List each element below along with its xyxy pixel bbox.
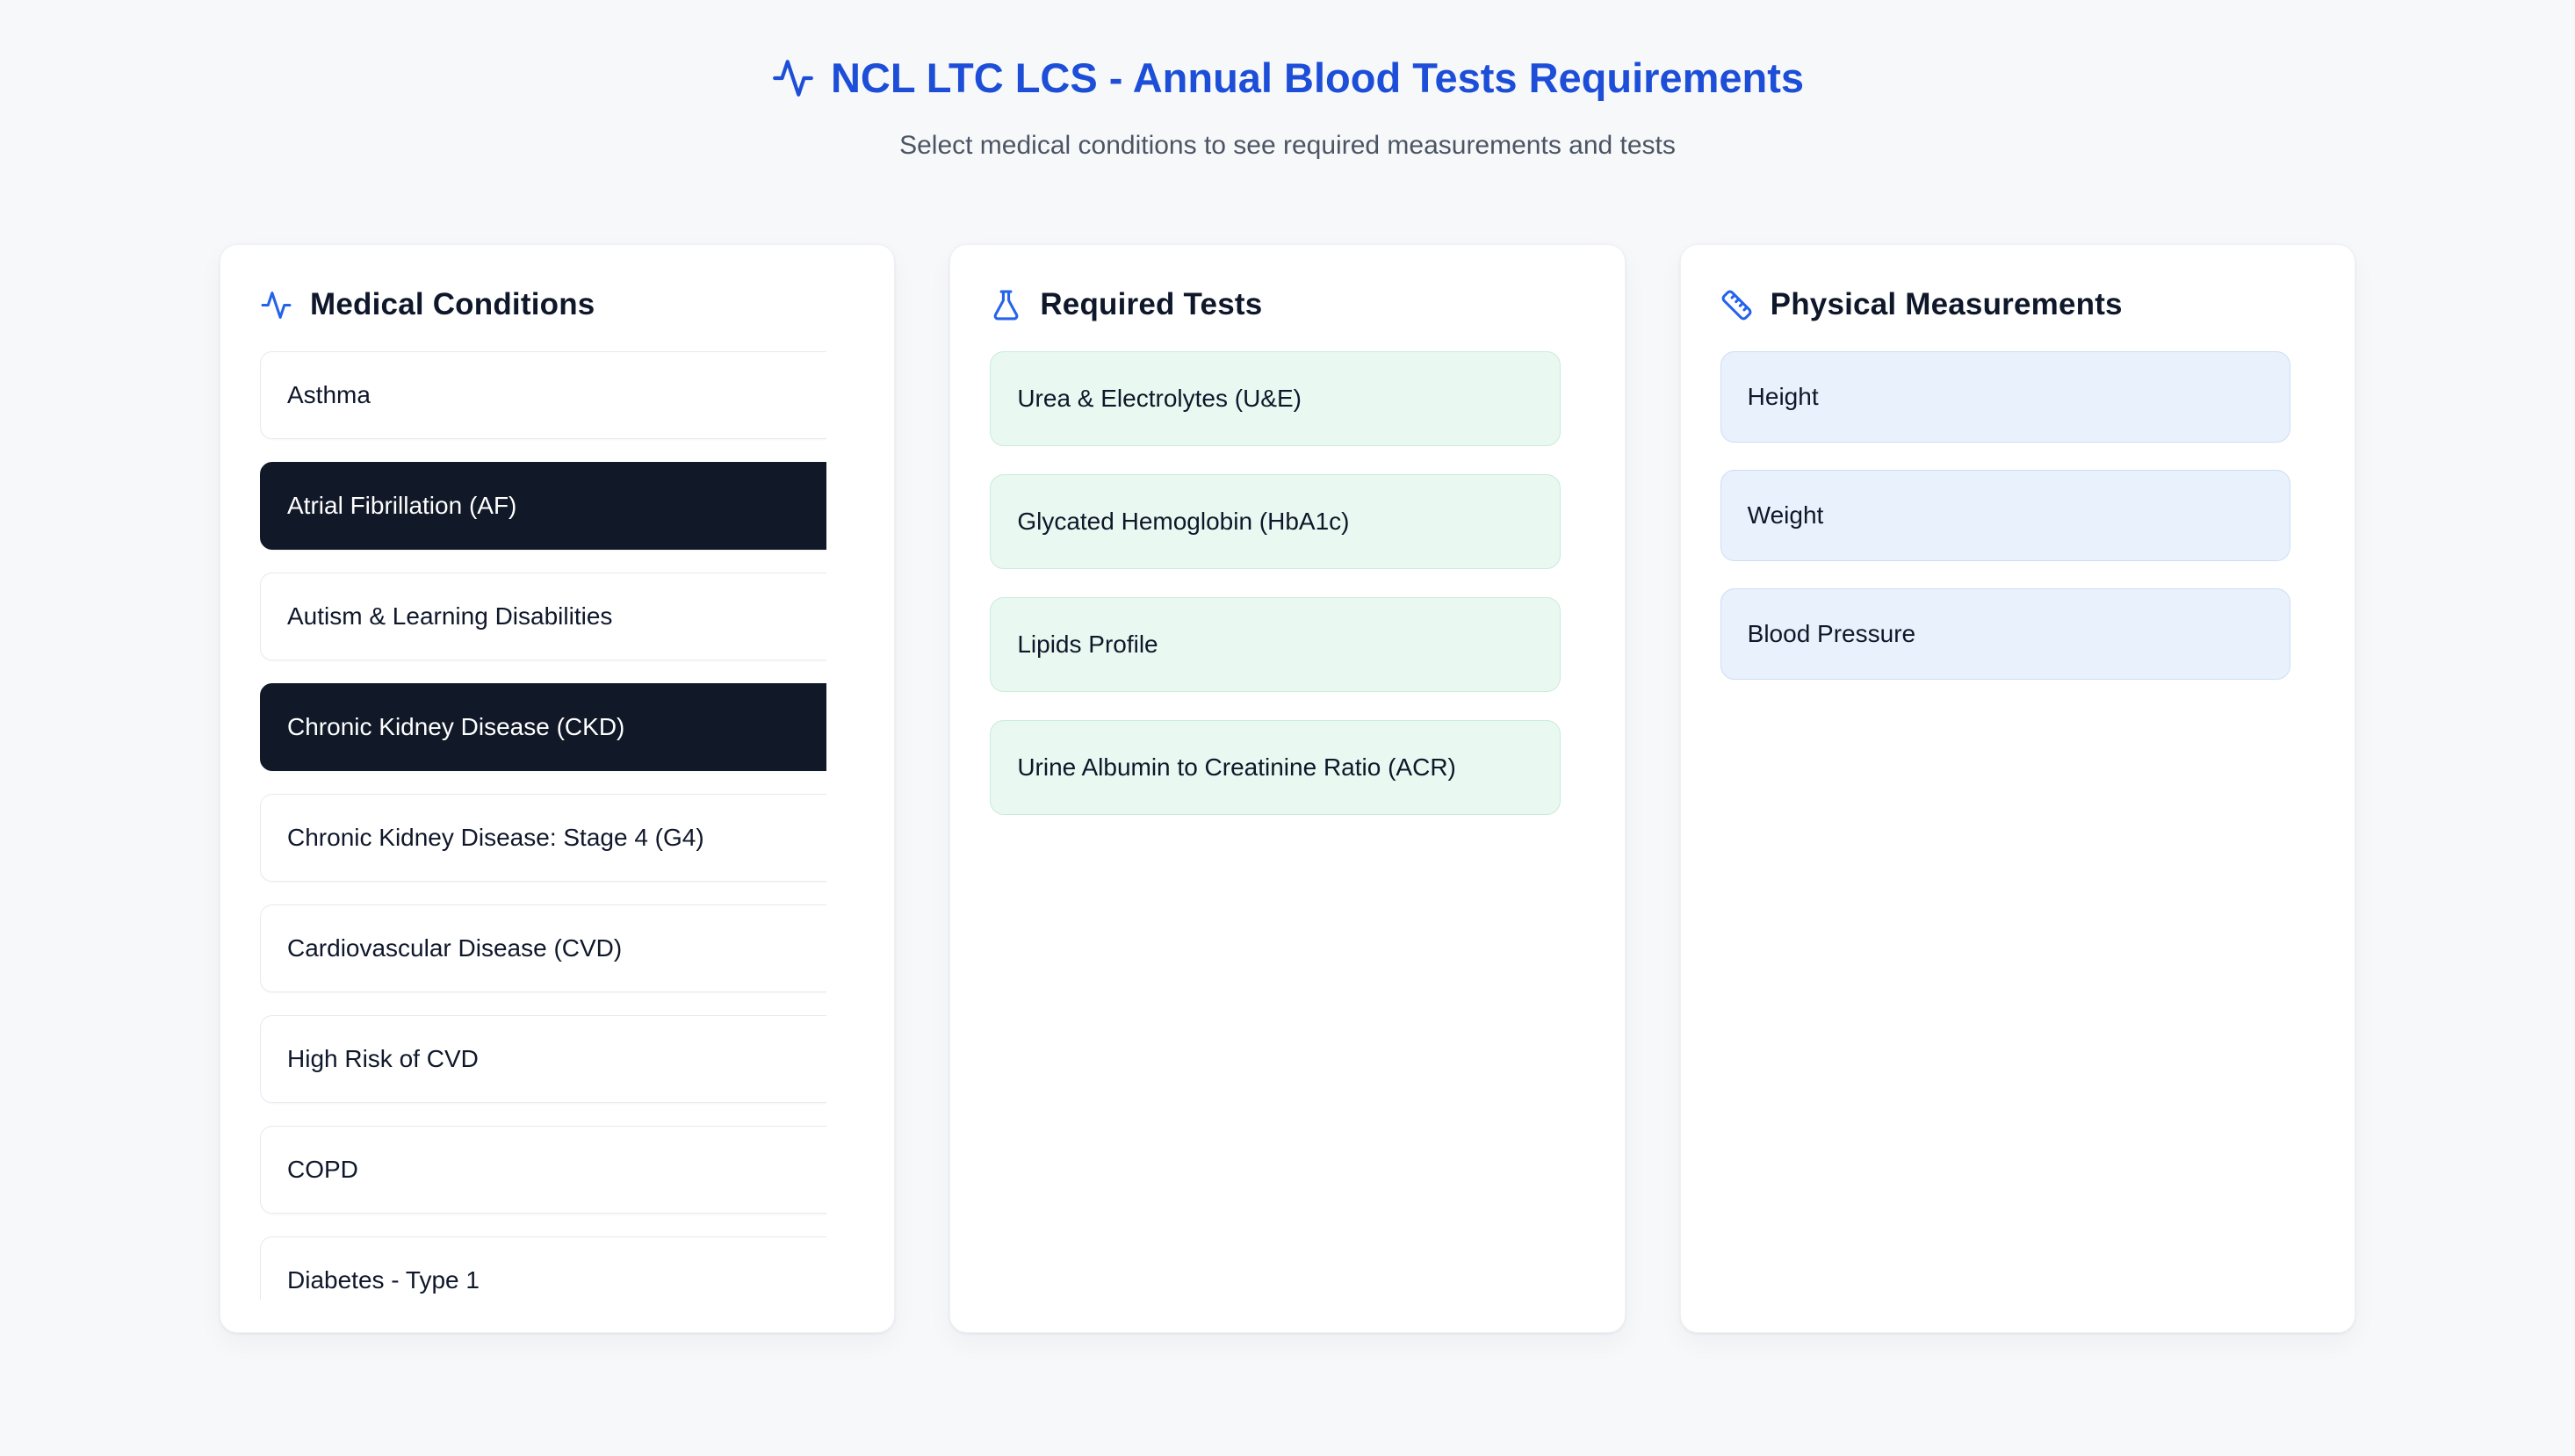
condition-item-label: Atrial Fibrillation (AF) xyxy=(287,492,517,520)
panel-medical-conditions: Medical Conditions Asthma Atrial Fibrilla… xyxy=(220,244,896,1334)
required-tests-header: Required Tests xyxy=(990,285,1584,325)
page-subtitle: Select medical conditions to see require… xyxy=(899,131,1676,161)
tests-list: Urea & Electrolytes (U&E) Glycated Hemogl… xyxy=(990,351,1561,816)
condition-item-label: Cardiovascular Disease (CVD) xyxy=(287,934,623,962)
condition-item[interactable]: COPD xyxy=(260,1126,827,1215)
measurement-item: Blood Pressure xyxy=(1720,588,2290,681)
condition-item[interactable]: Cardiovascular Disease (CVD) xyxy=(260,905,827,993)
condition-item[interactable]: Atrial Fibrillation (AF) xyxy=(260,462,827,551)
condition-item-label: High Risk of CVD xyxy=(287,1045,479,1073)
page-title-text: NCL LTC LCS - Annual Blood Tests Require… xyxy=(830,54,1805,101)
physical-measurements-header: Physical Measurements xyxy=(1720,285,2315,325)
panel-required-tests: Required Tests Urea & Electrolytes (U&E)… xyxy=(949,244,1626,1334)
measurements-list: Height Weight Blood Pressure xyxy=(1720,351,2290,681)
test-item: Glycated Hemoglobin (HbA1c) xyxy=(990,474,1561,570)
condition-item[interactable]: Diabetes - Type 1 xyxy=(260,1236,827,1301)
medical-conditions-title: Medical Conditions xyxy=(310,287,595,322)
flask-icon xyxy=(990,289,1022,321)
conditions-scroll-list[interactable]: Asthma Atrial Fibrillation (AF) Autism & L… xyxy=(260,351,827,1301)
condition-item[interactable]: Asthma xyxy=(260,351,827,440)
test-item: Urine Albumin to Creatinine Ratio (ACR) xyxy=(990,720,1561,816)
test-item: Lipids Profile xyxy=(990,597,1561,693)
measurement-item-label: Height xyxy=(1747,383,1819,411)
condition-item-label: Diabetes - Type 1 xyxy=(287,1266,480,1294)
condition-item-label: Asthma xyxy=(287,381,371,409)
condition-item-label: COPD xyxy=(287,1156,358,1184)
content-columns: Medical Conditions Asthma Atrial Fibrilla… xyxy=(0,244,2575,1334)
app-header: NCL LTC LCS - Annual Blood Tests Require… xyxy=(0,0,2575,162)
condition-item[interactable]: High Risk of CVD xyxy=(260,1015,827,1104)
measurement-item-label: Weight xyxy=(1747,501,1824,530)
test-item: Urea & Electrolytes (U&E) xyxy=(990,351,1561,447)
condition-item[interactable]: Chronic Kidney Disease: Stage 4 (G4) xyxy=(260,794,827,883)
condition-item-label: Autism & Learning Disabilities xyxy=(287,602,613,631)
test-item-label: Urine Albumin to Creatinine Ratio (ACR) xyxy=(1017,753,1456,782)
condition-item-label: Chronic Kidney Disease (CKD) xyxy=(287,713,625,741)
test-item-label: Glycated Hemoglobin (HbA1c) xyxy=(1017,508,1350,536)
measurement-item-label: Blood Pressure xyxy=(1747,620,1916,648)
page-title: NCL LTC LCS - Annual Blood Tests Require… xyxy=(0,54,2575,102)
ruler-icon xyxy=(1720,289,1753,321)
condition-item-label: Chronic Kidney Disease: Stage 4 (G4) xyxy=(287,824,704,852)
measurement-item: Height xyxy=(1720,351,2290,443)
panel-physical-measurements: Physical Measurements Height Weight Blood … xyxy=(1679,244,2355,1334)
medical-conditions-header: Medical Conditions xyxy=(260,285,855,325)
condition-item[interactable]: Chronic Kidney Disease (CKD) xyxy=(260,683,827,772)
test-item-label: Lipids Profile xyxy=(1017,631,1158,659)
pulse-icon xyxy=(260,289,292,321)
pulse-icon xyxy=(771,56,815,100)
measurement-item: Weight xyxy=(1720,470,2290,562)
required-tests-title: Required Tests xyxy=(1040,287,1263,322)
condition-item[interactable]: Autism & Learning Disabilities xyxy=(260,573,827,661)
physical-measurements-title: Physical Measurements xyxy=(1770,287,2123,322)
test-item-label: Urea & Electrolytes (U&E) xyxy=(1017,385,1302,413)
